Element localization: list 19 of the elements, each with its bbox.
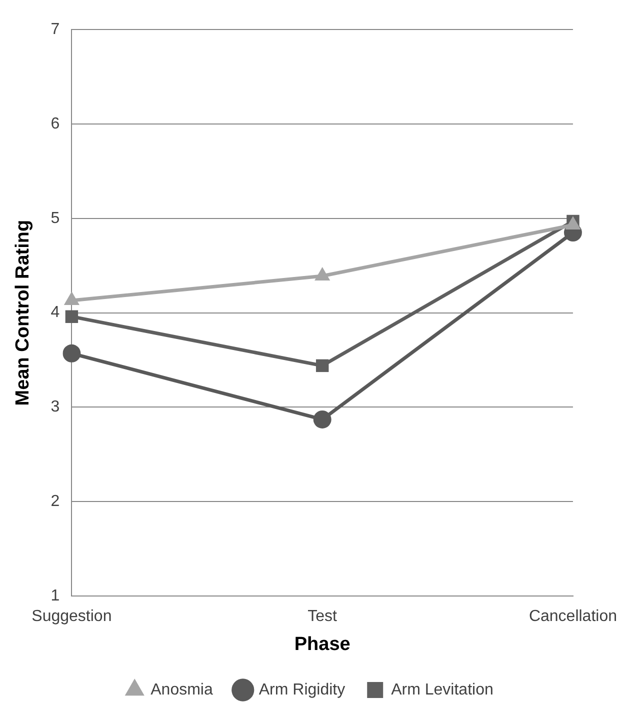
point: [62, 344, 81, 362]
y-tick-label: 7: [50, 21, 60, 38]
x-tick-label: Cancellation: [528, 608, 618, 626]
point: [316, 359, 329, 372]
y-axis-title: Mean Control Rating: [12, 220, 34, 406]
x-tick-label: Test: [308, 608, 338, 626]
y-tick-label: 4: [50, 304, 60, 322]
y-tick-label: 1: [50, 587, 60, 604]
legend-label: Arm Levitation: [391, 681, 494, 698]
y-tick-label: 2: [50, 493, 60, 510]
y-tick-label: 3: [50, 398, 60, 416]
x-axis-title: Phase: [294, 634, 350, 655]
point: [313, 410, 332, 428]
legend-label: Anosmia: [150, 681, 213, 698]
point: [65, 310, 78, 323]
legend-label: Arm Rigidity: [258, 681, 346, 698]
x-tick-label: Suggestion: [32, 608, 112, 626]
y-tick-label: 6: [50, 115, 60, 132]
y-tick-label: 5: [50, 210, 60, 227]
